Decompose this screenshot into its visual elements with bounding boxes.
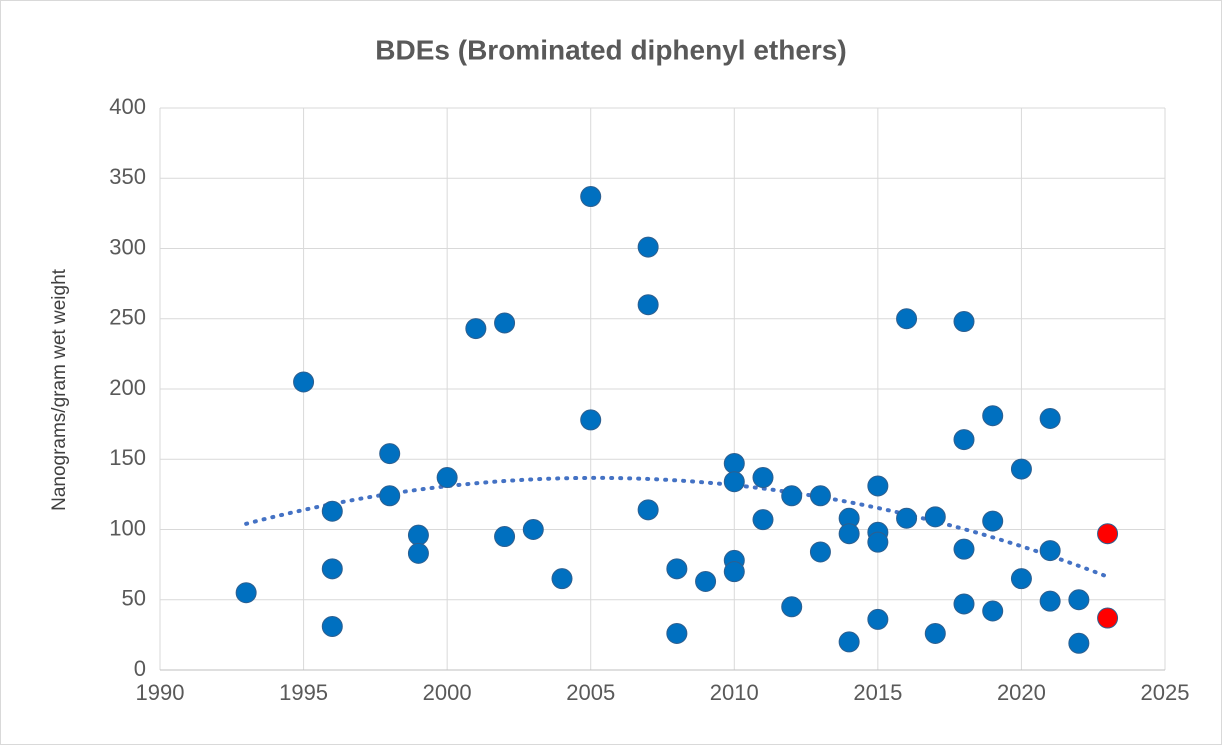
data-point <box>723 452 745 474</box>
data-point <box>407 524 429 546</box>
x-tick-label: 1990 <box>136 680 185 705</box>
data-point <box>321 500 343 522</box>
data-point <box>1039 590 1061 612</box>
y-tick-label: 150 <box>109 445 146 470</box>
y-tick-label: 0 <box>134 656 146 681</box>
data-point <box>982 405 1004 427</box>
data-point <box>637 294 659 316</box>
data-point <box>494 526 516 548</box>
data-point <box>781 485 803 507</box>
chart-title: BDEs (Brominated diphenyl ethers) <box>375 34 846 65</box>
y-tick-label: 200 <box>109 375 146 400</box>
data-point <box>723 561 745 583</box>
data-point <box>666 622 688 644</box>
data-point <box>896 308 918 330</box>
data-point <box>924 506 946 528</box>
data-point <box>867 475 889 497</box>
y-axis-label: Nanograms/gram wet weight <box>49 268 70 511</box>
data-point <box>1068 589 1090 611</box>
data-point <box>551 568 573 590</box>
data-point <box>522 519 544 540</box>
data-point <box>321 558 343 580</box>
data-point <box>982 510 1004 532</box>
x-tick-label: 2020 <box>997 680 1046 705</box>
data-point <box>580 409 602 431</box>
data-point <box>953 593 975 615</box>
data-point <box>838 523 860 545</box>
data-point <box>982 600 1004 622</box>
data-point <box>1039 540 1061 562</box>
data-point <box>695 570 717 592</box>
data-point <box>465 318 487 340</box>
x-tick-label: 2005 <box>566 680 615 705</box>
data-point <box>924 622 946 644</box>
y-tick-label: 300 <box>109 234 146 259</box>
y-tick-label: 400 <box>109 94 146 119</box>
data-point <box>752 509 774 531</box>
data-point <box>809 485 831 507</box>
y-tick-label: 50 <box>122 586 146 611</box>
data-point <box>896 507 918 529</box>
x-tick-label: 1995 <box>279 680 328 705</box>
data-point <box>379 443 401 465</box>
data-point <box>953 429 975 451</box>
data-point <box>953 311 975 333</box>
data-point <box>637 499 659 521</box>
y-tick-label: 100 <box>109 515 146 540</box>
x-tick-label: 2010 <box>710 680 759 705</box>
y-tick-label: 350 <box>109 164 146 189</box>
data-point <box>637 236 659 258</box>
data-point <box>867 608 889 630</box>
data-point <box>407 542 429 564</box>
data-point <box>580 186 602 208</box>
data-point <box>1097 607 1119 629</box>
data-point <box>867 531 889 553</box>
data-point <box>781 596 803 618</box>
data-point <box>666 558 688 580</box>
data-point <box>1010 568 1032 590</box>
data-point <box>293 371 315 393</box>
data-point <box>321 615 343 637</box>
data-point <box>1068 632 1090 654</box>
data-point <box>809 541 831 563</box>
data-point <box>1097 523 1119 545</box>
data-point <box>436 467 458 489</box>
data-point <box>235 582 257 604</box>
data-point <box>1010 458 1032 480</box>
x-tick-label: 2025 <box>1141 680 1190 705</box>
x-tick-label: 2000 <box>423 680 472 705</box>
data-point <box>1039 408 1061 430</box>
data-point <box>953 538 975 560</box>
data-point <box>752 467 774 489</box>
data-point <box>723 471 745 493</box>
x-tick-label: 2015 <box>853 680 902 705</box>
data-point <box>494 312 516 334</box>
data-point <box>838 631 860 653</box>
y-tick-label: 250 <box>109 305 146 330</box>
data-point <box>379 485 401 507</box>
